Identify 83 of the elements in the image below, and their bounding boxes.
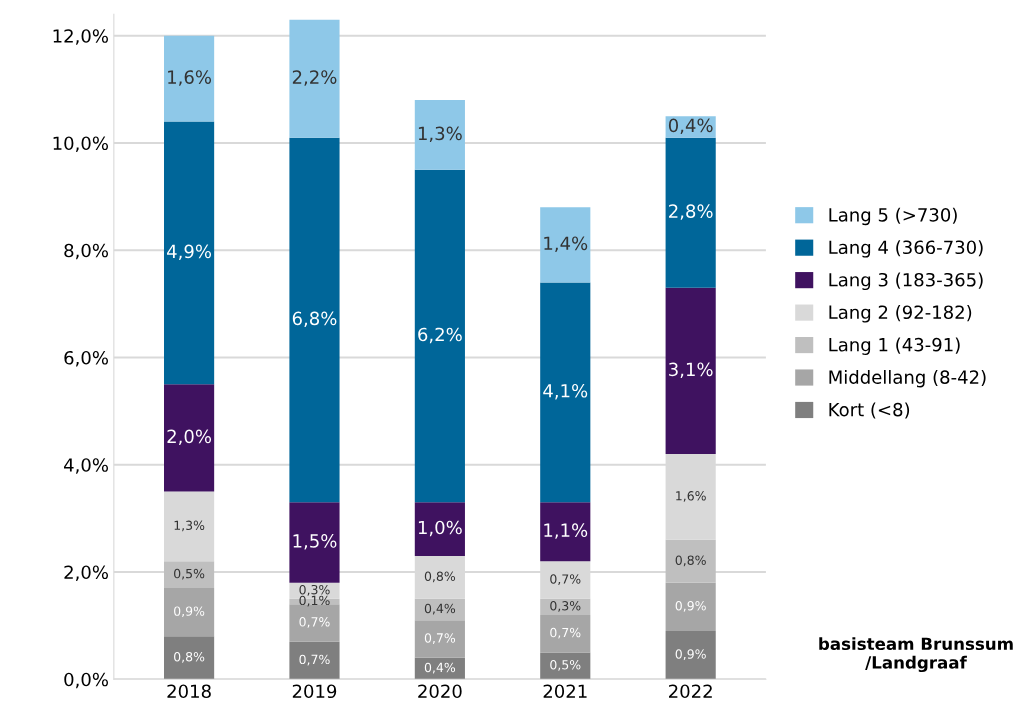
data-label: 0,7% [424,633,456,644]
bar [665,287,716,455]
x-tick-label: 2019 [292,684,337,699]
data-label: 0,4% [668,118,713,134]
bar [540,502,591,562]
data-label: 1,1% [544,523,588,539]
bar [665,630,716,680]
data-label: 0,3% [299,584,330,596]
data-label: 1,0% [418,520,462,537]
data-label: 0,7% [550,627,581,639]
bar [164,636,215,680]
y-tick-label: 12,0% [53,29,108,45]
bar [665,137,716,288]
bar [164,121,215,385]
bar [540,652,591,680]
data-label: 4,9% [167,244,212,261]
data-label: 1,3% [174,520,205,532]
bar [540,598,591,615]
y-tick-label: 4,0% [64,458,108,474]
bar [414,100,465,170]
data-label: 0,7% [299,617,330,628]
legend-label: Lang 5 (>730) [829,207,957,226]
data-label: 0,5% [174,568,205,580]
bar [164,561,215,589]
data-label: 0,7% [550,574,581,585]
bar [540,282,591,503]
data-label: 1,4% [544,236,588,252]
bar [414,502,465,556]
bar [164,384,215,492]
data-label: 0,4% [424,603,456,615]
bar [289,19,340,138]
data-label: 0,4% [424,662,456,674]
data-label: 0,9% [174,606,205,618]
bar [164,588,215,637]
data-label: 0,8% [424,571,456,583]
y-tick-label: 8,0% [64,243,108,260]
y-tick-label: 10,0% [53,136,108,152]
data-label: 6,2% [418,327,462,344]
data-label: 2,2% [292,70,337,86]
data-label: 1,6% [676,491,706,502]
text: basisteam Brunssum /Landgraaf [819,637,1013,673]
legend-label: Lang 2 (92-182) [829,305,972,323]
x-tick-label: 2021 [543,684,587,699]
bar [665,582,716,631]
data-label: 0,3% [550,601,581,612]
bar [414,169,465,503]
data-label: 6,8% [292,311,337,328]
data-label: 0,8% [174,651,205,663]
y-tick-label: 0,0% [64,672,108,689]
x-tick-label: 2022 [669,684,712,699]
data-label: 0,5% [550,660,581,671]
bar [289,137,340,503]
data-label: 1,5% [293,534,337,550]
bar [414,657,465,680]
data-label: 4,1% [543,383,588,400]
data-label: 0,1% [299,595,330,607]
bar [540,207,591,283]
data-label: 1,6% [168,70,212,86]
legend-label: Middellang (8-42) [829,369,986,388]
legend-label: Kort (<8) [829,402,910,419]
bar [289,502,340,583]
data-label: 0,9% [675,649,706,661]
legend-label: Lang 1 (43-91) [829,337,960,355]
data-label: 2,8% [669,204,713,220]
data-label: 0,7% [299,654,330,666]
y-tick-label: 6,0% [64,350,108,367]
bar [164,491,215,562]
bar [289,641,340,680]
bar [665,539,716,583]
data-label: 0,9% [675,601,706,612]
x-tick-label: 2018 [167,684,211,699]
data-label: 1,3% [418,126,462,143]
bar [414,620,465,658]
data-label: 0,8% [675,555,706,567]
bar [540,614,591,653]
data-label: 2,0% [167,429,212,446]
x-tick-label: 2020 [418,684,462,699]
legend-label: Lang 3 (183-365) [829,272,983,291]
legend-label: Lang 4 (366-730) [829,240,983,258]
data-label: 3,1% [669,362,713,378]
y-tick-label: 2,0% [64,565,108,581]
bar [414,598,465,621]
bar [164,35,215,122]
